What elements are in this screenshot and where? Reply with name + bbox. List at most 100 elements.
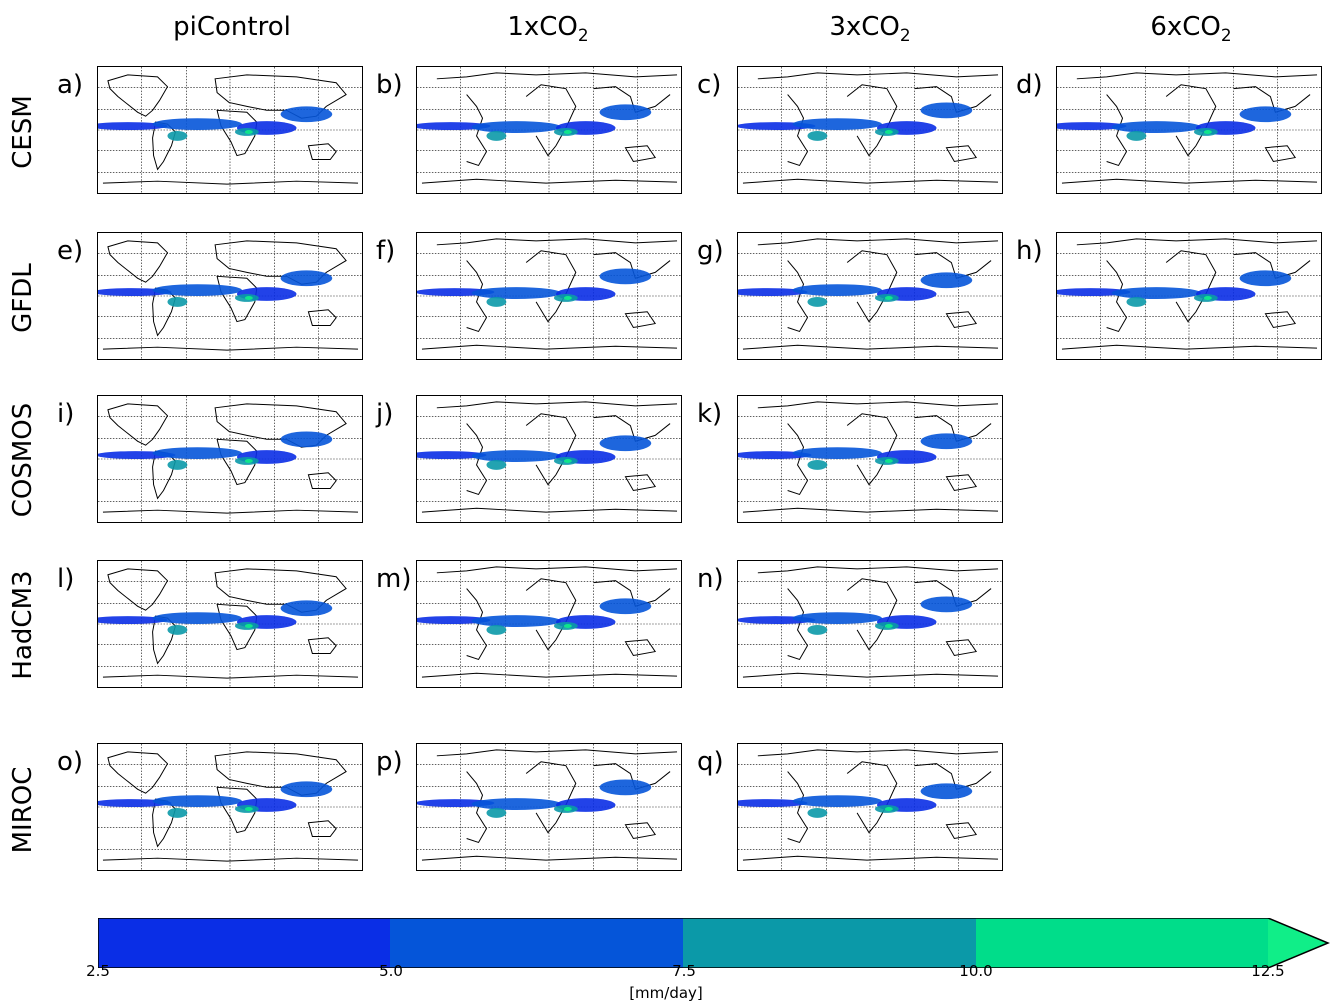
precip-contour: [884, 296, 893, 300]
map-panel-canvas: [738, 561, 1002, 687]
coastline: [102, 674, 359, 679]
coastline: [757, 749, 999, 757]
panel-label: b): [376, 70, 403, 100]
coastline: [421, 672, 678, 678]
coastline: [787, 94, 809, 167]
coastline: [846, 250, 898, 323]
precip-contour: [152, 118, 242, 130]
coastline: [152, 287, 176, 337]
precip-contour: [1203, 130, 1212, 134]
coastline: [216, 275, 258, 323]
precip-contour: [1239, 270, 1292, 287]
coastline: [102, 346, 359, 351]
map-panel: [416, 232, 682, 360]
precip-contour: [599, 104, 652, 121]
precip-contour: [471, 450, 561, 462]
precip-contour: [1111, 121, 1201, 133]
coastline: [307, 143, 337, 161]
map-panel: [97, 560, 363, 688]
map-panel: [97, 66, 363, 194]
colorbar: [98, 918, 1330, 968]
coastline: [624, 311, 657, 329]
precip-contour: [1057, 288, 1131, 296]
coastline: [466, 94, 488, 167]
coastline: [846, 84, 898, 157]
panel-label: m): [376, 564, 412, 594]
map-panel-canvas: [738, 233, 1002, 359]
precip-contour: [486, 807, 507, 818]
coastline: [1264, 145, 1297, 163]
coastline: [757, 238, 999, 246]
coastline: [152, 121, 176, 171]
precip-contour: [563, 624, 572, 628]
coastline: [757, 72, 999, 80]
coastline: [216, 603, 258, 651]
panel-label: l): [57, 564, 75, 594]
coastline: [436, 238, 678, 246]
coastline: [624, 474, 657, 492]
coastline: [1165, 250, 1217, 323]
coastline: [436, 72, 678, 80]
coastline: [846, 413, 898, 486]
coastline: [787, 423, 809, 496]
coastline: [945, 474, 978, 492]
precip-contour: [244, 459, 253, 463]
precip-contour: [599, 268, 652, 285]
column-title-picontrol: piControl: [173, 12, 291, 42]
coastline: [1233, 252, 1311, 279]
map-panel-canvas: [738, 744, 1002, 870]
map-panel: [737, 66, 1003, 194]
map-panel: [416, 395, 682, 523]
precip-contour: [599, 779, 652, 796]
map-panel-canvas: [98, 67, 362, 193]
precip-contour: [471, 121, 561, 133]
map-panel: [416, 560, 682, 688]
panel-label: g): [697, 236, 724, 266]
coastline: [421, 855, 678, 861]
coastline: [216, 786, 258, 834]
precip-contour: [563, 130, 572, 134]
row-title-hadcm3: HadCM3: [8, 570, 38, 680]
precip-contour: [98, 616, 168, 624]
coastline: [525, 250, 577, 323]
coastline: [624, 822, 657, 840]
coastline: [307, 309, 337, 327]
coastline: [1264, 311, 1297, 329]
precip-contour: [152, 612, 242, 624]
row-title-cesm: CESM: [8, 95, 38, 169]
map-panel-canvas: [417, 233, 681, 359]
coastline: [421, 344, 678, 350]
precip-contour: [807, 459, 828, 470]
coastline: [787, 771, 809, 844]
panel-label: q): [697, 747, 724, 777]
precip-contour: [792, 284, 882, 296]
coastline: [1061, 178, 1318, 184]
map-panel-canvas: [98, 744, 362, 870]
map-panel: [97, 232, 363, 360]
precip-contour: [167, 130, 188, 141]
coastline: [757, 566, 999, 574]
coastline: [102, 509, 359, 514]
map-panel-canvas: [98, 396, 362, 522]
map-panel-canvas: [738, 396, 1002, 522]
precip-contour: [167, 296, 188, 307]
row-title-miroc: MIROC: [8, 766, 38, 854]
coastline: [742, 507, 999, 513]
panel-label: o): [57, 747, 84, 777]
precip-contour: [884, 807, 893, 811]
precip-contour: [807, 130, 828, 141]
coastline: [466, 260, 488, 333]
map-panel-canvas: [417, 744, 681, 870]
map-panel: [416, 66, 682, 194]
precip-contour: [599, 435, 652, 452]
colorbar-segment: [683, 918, 976, 968]
coastline: [1165, 84, 1217, 157]
coastline: [914, 415, 992, 442]
map-panel: [97, 743, 363, 871]
precip-contour: [920, 102, 973, 119]
map-panel-canvas: [417, 67, 681, 193]
colorbar-segment: [976, 918, 1268, 968]
coastline: [846, 761, 898, 834]
precip-contour: [417, 451, 487, 459]
precip-contour: [738, 288, 808, 296]
